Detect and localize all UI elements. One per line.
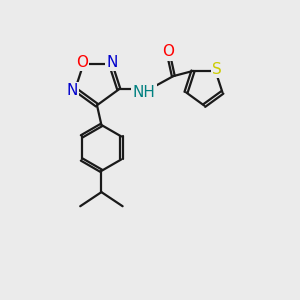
Text: N: N	[67, 83, 78, 98]
Text: S: S	[212, 62, 222, 77]
Text: NH: NH	[132, 85, 155, 100]
Text: O: O	[76, 55, 88, 70]
Text: N: N	[106, 55, 118, 70]
Text: O: O	[162, 44, 174, 59]
